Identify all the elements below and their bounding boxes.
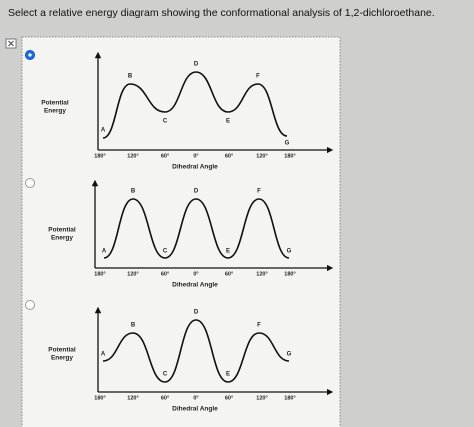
point-label: C (163, 119, 168, 125)
x-axis-label: Dihedral Angle (172, 406, 218, 413)
point-label: C (163, 372, 168, 378)
y-axis-label: Potential (48, 227, 76, 234)
point-label: F (257, 189, 261, 195)
point-label: B (128, 74, 133, 80)
energy-curve (103, 198, 290, 259)
x-axis-label: Dihedral Angle (172, 164, 218, 171)
point-label: F (256, 74, 260, 80)
x-tick-label: 180° (284, 153, 295, 159)
x-tick-label: 180° (94, 395, 105, 401)
energy-curve (102, 71, 288, 139)
x-tick-label: 180° (284, 395, 295, 401)
point-label: G (287, 249, 292, 255)
point-label: A (101, 128, 106, 134)
point-label: B (131, 189, 136, 195)
point-label: G (285, 141, 290, 147)
x-tick-label: 120° (256, 271, 267, 277)
x-tick-label: 120° (127, 153, 138, 159)
x-tick-label: 120° (256, 153, 267, 159)
x-tick-label: 60° (161, 271, 169, 277)
point-label: G (287, 352, 292, 358)
x-tick-label: 180° (94, 271, 105, 277)
point-label: F (257, 323, 261, 329)
x-tick-label: 0° (193, 153, 198, 159)
y-axis-label: Energy (51, 355, 73, 362)
question: Select a relative energy diagram showing… (8, 7, 435, 19)
y-axis-label: Potential (48, 347, 76, 354)
radio-button[interactable] (25, 178, 35, 188)
x-tick-label: 60° (225, 153, 233, 159)
x-tick-label: 60° (161, 153, 169, 159)
radio-button[interactable] (25, 300, 35, 310)
x-tick-label: 60° (225, 395, 233, 401)
point-label: E (226, 119, 230, 125)
x-tick-label: 60° (225, 271, 233, 277)
point-label: E (226, 372, 230, 378)
x-tick-label: 120° (127, 271, 138, 277)
x-axis-label: Dihedral Angle (172, 282, 218, 289)
x-tick-label: 180° (94, 153, 105, 159)
y-axis-label: Potential (41, 100, 69, 107)
x-tick-label: 120° (256, 395, 267, 401)
x-tick-label: 0° (193, 395, 198, 401)
x-tick-label: 0° (193, 271, 198, 277)
energy-curve (102, 319, 290, 383)
point-label: B (131, 323, 136, 329)
x-tick-label: 120° (127, 395, 138, 401)
point-label: E (226, 249, 230, 255)
point-label: A (101, 352, 106, 358)
options-panel (21, 36, 341, 427)
y-axis-label: Energy (51, 235, 73, 242)
x-tick-label: 180° (284, 271, 295, 277)
point-label: D (194, 62, 199, 68)
radio-dot (28, 53, 32, 57)
point-label: D (194, 189, 199, 195)
close-icon (8, 40, 14, 47)
point-label: A (102, 249, 107, 255)
point-label: C (163, 249, 168, 255)
y-axis-label: Energy (44, 108, 66, 115)
x-tick-label: 60° (161, 395, 169, 401)
point-label: D (194, 310, 199, 316)
